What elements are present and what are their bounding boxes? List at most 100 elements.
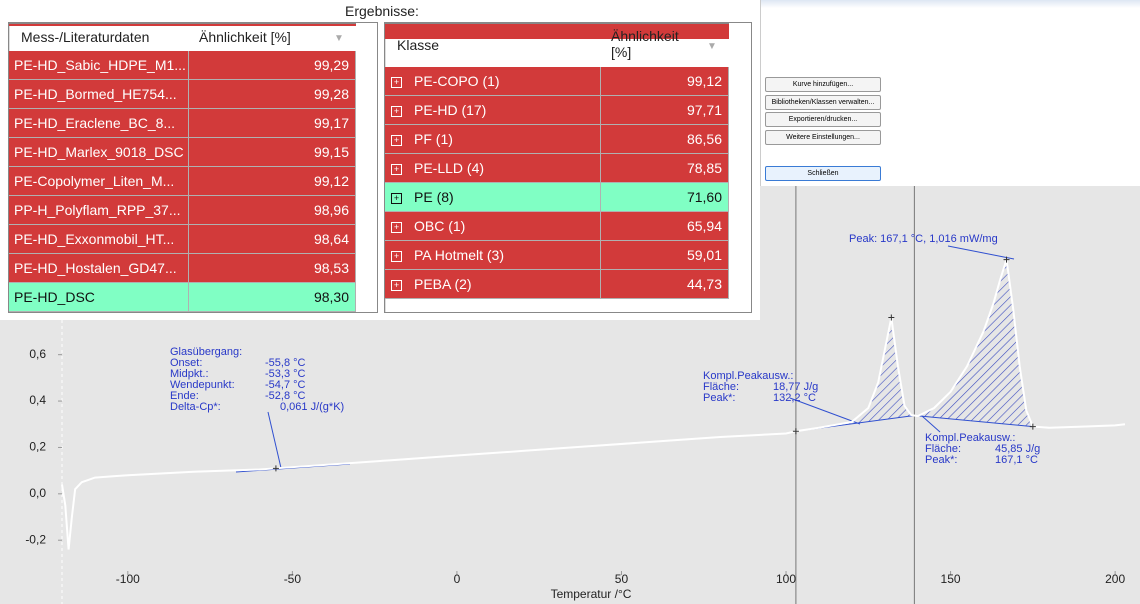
annotation: Onset: bbox=[170, 357, 202, 369]
row-value[interactable]: 97,71 bbox=[601, 96, 729, 125]
x-tick-label: -100 bbox=[116, 572, 140, 586]
button[interactable]: Bibliotheken/Klassen verwalten... bbox=[765, 95, 881, 110]
pointer bbox=[947, 245, 1015, 260]
row-name[interactable]: + PE-HD (17) bbox=[385, 96, 601, 125]
button[interactable]: Kurve hinzufügen... bbox=[765, 77, 881, 92]
row-name[interactable]: + PE-COPO (1) bbox=[385, 67, 601, 96]
row-label: PE (8) bbox=[414, 189, 454, 205]
annotation: Peak: 167,1 °C, 1,016 mW/mg bbox=[849, 233, 998, 245]
annotation: 18,77 J/g bbox=[773, 381, 818, 393]
row-label: PA Hotmelt (3) bbox=[414, 247, 504, 263]
row-value[interactable]: 99,15 bbox=[189, 138, 356, 167]
row-value[interactable]: 98,53 bbox=[189, 254, 356, 283]
row-partial bbox=[9, 24, 356, 26]
row-name[interactable]: PE-HD_Bormed_HE754... bbox=[9, 80, 189, 109]
row-name[interactable]: + PA Hotmelt (3) bbox=[385, 241, 601, 270]
annotation: 132,2 °C bbox=[773, 392, 816, 404]
expand-icon[interactable]: + bbox=[391, 280, 402, 291]
annotation: Kompl.Peakausw.: bbox=[925, 432, 1016, 444]
row-name[interactable]: + PE (8) bbox=[385, 183, 601, 212]
options-panel bbox=[760, 0, 1140, 186]
row-value[interactable]: 99,29 bbox=[189, 51, 356, 80]
row-value[interactable]: 99,12 bbox=[189, 167, 356, 196]
x-tick-label: 150 bbox=[941, 572, 961, 586]
annotation: Wendepunkt: bbox=[170, 379, 235, 391]
button[interactable]: Schließen bbox=[765, 166, 881, 181]
row-name[interactable]: PE-Copolymer_Liten_M... bbox=[9, 167, 189, 196]
row-name[interactable]: + PF (1) bbox=[385, 125, 601, 154]
row-label: OBC (1) bbox=[414, 218, 466, 234]
row-name[interactable]: PE-HD_Exxonmobil_HT... bbox=[9, 225, 189, 254]
row-name[interactable]: PE-HD_Marlex_9018_DSC bbox=[9, 138, 189, 167]
row-value[interactable]: 99,17 bbox=[189, 109, 356, 138]
expand-icon[interactable]: + bbox=[391, 222, 402, 233]
expand-icon[interactable]: + bbox=[391, 135, 402, 146]
expand-icon[interactable]: + bbox=[391, 193, 402, 204]
point-marker bbox=[792, 428, 799, 435]
similarity-table: Mess-/Literaturdaten Ähnlichkeit [%] ▼ PE-H… bbox=[8, 22, 378, 313]
point-marker bbox=[1029, 423, 1036, 430]
annotation: 0,061 J/(g*K) bbox=[280, 401, 344, 413]
row-name[interactable]: + PE-LLD (4) bbox=[385, 154, 601, 183]
x-axis-label: Temperatur /°C bbox=[551, 587, 632, 601]
row-value[interactable]: 78,85 bbox=[601, 154, 729, 183]
y-tick-label: 0,0 bbox=[29, 486, 46, 500]
expand-icon[interactable]: + bbox=[391, 106, 402, 117]
row-value[interactable]: 98,64 bbox=[189, 225, 356, 254]
expand-icon[interactable]: + bbox=[391, 251, 402, 262]
y-tick-label: 0,4 bbox=[29, 393, 46, 407]
peak-area bbox=[914, 259, 1033, 427]
row-value[interactable]: 65,94 bbox=[601, 212, 729, 241]
row-label: PE-LLD (4) bbox=[414, 160, 485, 176]
row-value[interactable]: 86,56 bbox=[601, 125, 729, 154]
row-label: PF (1) bbox=[414, 131, 453, 147]
row-name[interactable]: + PEBA (2) bbox=[385, 270, 601, 299]
row-value[interactable]: 99,12 bbox=[601, 67, 729, 96]
annotation: Fläche: bbox=[703, 381, 739, 393]
expand-icon[interactable]: + bbox=[391, 164, 402, 175]
x-tick-label: -50 bbox=[284, 572, 302, 586]
annotation: Peak*: bbox=[703, 392, 735, 404]
row-label: PE-COPO (1) bbox=[414, 73, 500, 89]
sort-arrow: ▼ bbox=[707, 41, 717, 52]
row-name[interactable]: PE-HD_DSC bbox=[9, 283, 189, 312]
annotation: 45,85 J/g bbox=[995, 443, 1040, 455]
y-tick-label: -0,2 bbox=[25, 532, 46, 546]
annotation: Glasübergang: bbox=[170, 346, 242, 358]
row-name[interactable]: PE-HD_Hostalen_GD47... bbox=[9, 254, 189, 283]
annotation: -52,8 °C bbox=[265, 390, 306, 402]
row-label: PE-HD_Exxonmobil_HT... bbox=[14, 231, 175, 247]
expand-icon[interactable]: + bbox=[391, 77, 402, 88]
row-label: PE-HD_Bormed_HE754... bbox=[14, 86, 177, 102]
row-value[interactable]: 71,60 bbox=[601, 183, 729, 212]
header-line bbox=[9, 23, 356, 24]
header-line bbox=[385, 23, 729, 24]
row-value[interactable]: 98,96 bbox=[189, 196, 356, 225]
row-value[interactable]: 99,28 bbox=[189, 80, 356, 109]
x-tick-label: 50 bbox=[615, 572, 629, 586]
x-tick-label: 200 bbox=[1105, 572, 1125, 586]
row-label: PE-HD_Marlex_9018_DSC bbox=[14, 144, 184, 160]
sort-arrow: ▼ bbox=[334, 33, 344, 44]
point-marker bbox=[888, 314, 895, 321]
x-tick-label: 100 bbox=[776, 572, 796, 586]
row-value[interactable]: 59,01 bbox=[601, 241, 729, 270]
row-value[interactable]: 44,73 bbox=[601, 270, 729, 299]
annotation: -55,8 °C bbox=[265, 357, 306, 369]
panel-title: Ergebnisse: bbox=[345, 3, 419, 19]
baseline bbox=[914, 415, 1033, 428]
row-name[interactable]: + OBC (1) bbox=[385, 212, 601, 241]
row-value[interactable]: 98,30 bbox=[189, 283, 356, 312]
row-name[interactable]: PE-HD_Sabic_HDPE_M1... bbox=[9, 51, 189, 80]
row-name[interactable]: PP-H_Polyflam_RPP_37... bbox=[9, 196, 189, 225]
header-cell: Mess-/Literaturdaten bbox=[21, 29, 150, 45]
row-label: PE-HD (17) bbox=[414, 102, 487, 118]
row-name[interactable]: PE-HD_Eraclene_BC_8... bbox=[9, 109, 189, 138]
panel-band bbox=[761, 0, 1140, 8]
row-label: PE-Copolymer_Liten_M... bbox=[14, 173, 175, 189]
results-panel: Ergebnisse: Mess-/Literaturdaten Ähnlichk… bbox=[0, 0, 760, 320]
button[interactable]: Weitere Einstellungen... bbox=[765, 130, 881, 145]
annotation: -54,7 °C bbox=[265, 379, 306, 391]
button[interactable]: Exportieren/drucken... bbox=[765, 112, 881, 127]
